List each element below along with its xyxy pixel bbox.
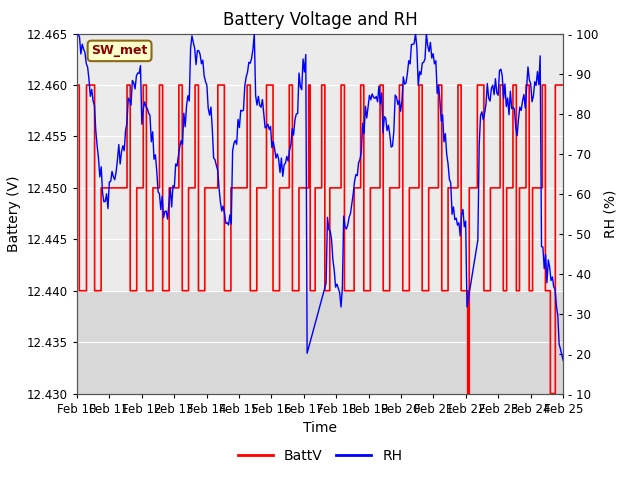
Bar xyxy=(77,291,563,394)
Text: SW_met: SW_met xyxy=(92,44,148,58)
Y-axis label: RH (%): RH (%) xyxy=(604,190,618,238)
Legend: BattV, RH: BattV, RH xyxy=(232,443,408,468)
Y-axis label: Battery (V): Battery (V) xyxy=(7,175,21,252)
Title: Battery Voltage and RH: Battery Voltage and RH xyxy=(223,11,417,29)
X-axis label: Time: Time xyxy=(303,421,337,435)
